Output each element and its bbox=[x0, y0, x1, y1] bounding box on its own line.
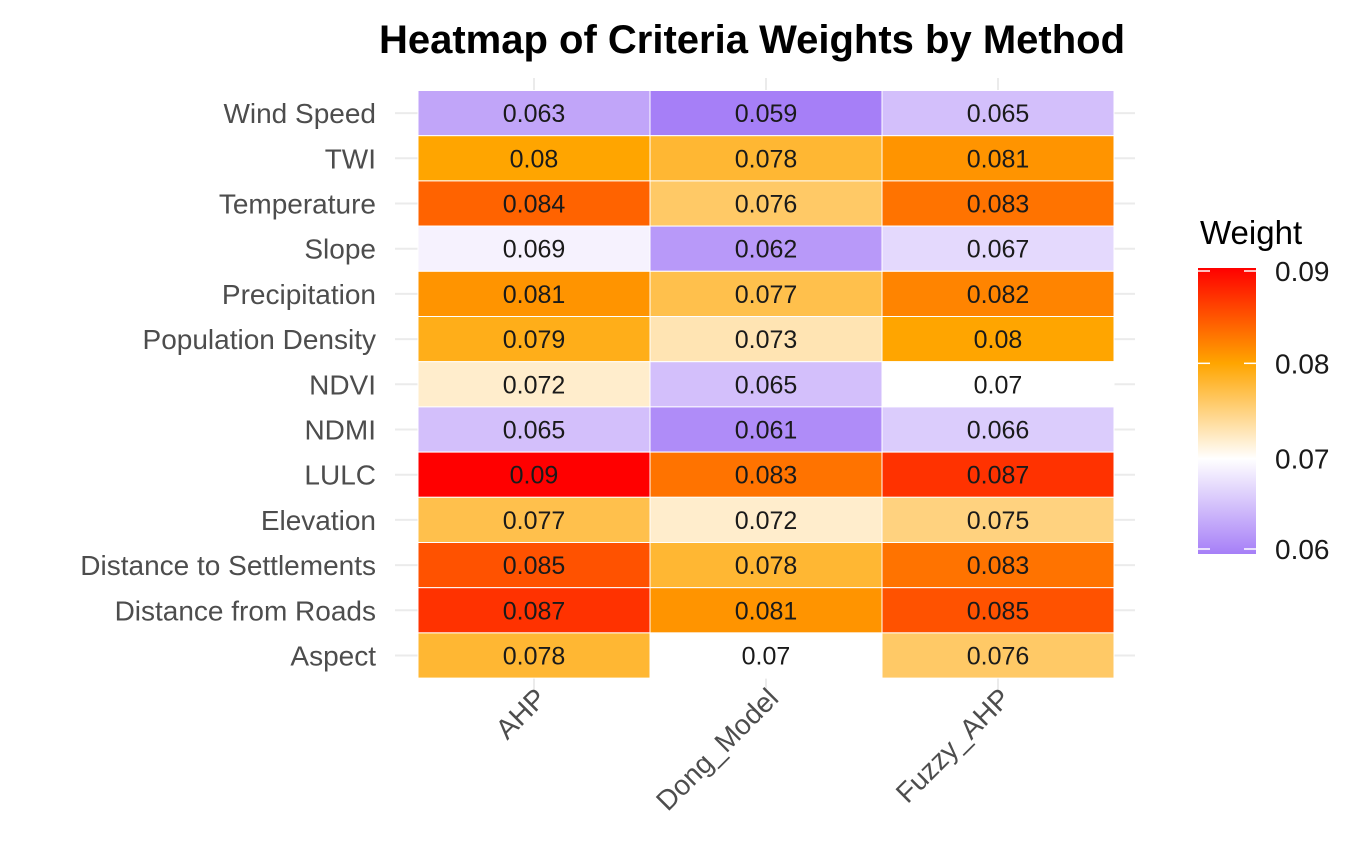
cell-value-label: 0.07 bbox=[974, 371, 1023, 399]
cell-value-label: 0.061 bbox=[735, 417, 798, 445]
chart-title: Heatmap of Criteria Weights by Method bbox=[379, 18, 1125, 62]
cell-value-label: 0.08 bbox=[974, 326, 1023, 354]
y-tick-label: LULC bbox=[304, 460, 376, 491]
heatmap-cell bbox=[649, 361, 883, 408]
cell-value-label: 0.072 bbox=[735, 507, 798, 535]
legend-tick-label: 0.09 bbox=[1275, 256, 1330, 287]
y-axis-labels: Wind Speed TWI Temperature Slope Precipitati… bbox=[80, 98, 376, 671]
cell-value-label: 0.065 bbox=[967, 100, 1030, 128]
y-tick-label: Temperature bbox=[219, 189, 376, 220]
cell-value-label: 0.078 bbox=[735, 552, 798, 580]
cell-value-label: 0.09 bbox=[510, 462, 559, 490]
heatmap-cell bbox=[417, 361, 651, 408]
heatmap-cell bbox=[417, 496, 651, 543]
heatmap-cell bbox=[649, 316, 883, 363]
cell-value-label: 0.065 bbox=[503, 417, 566, 445]
legend-tick-label: 0.07 bbox=[1275, 444, 1330, 475]
y-tick-label: Wind Speed bbox=[223, 98, 376, 129]
cell-value-label: 0.083 bbox=[967, 552, 1030, 580]
cell-value-label: 0.073 bbox=[735, 326, 798, 354]
heatmap-cell bbox=[649, 270, 883, 317]
cell-value-label: 0.072 bbox=[503, 371, 566, 399]
heatmap-cell bbox=[881, 632, 1115, 679]
heatmap-cell bbox=[881, 225, 1115, 272]
cell-value-label: 0.076 bbox=[967, 643, 1030, 671]
cell-value-label: 0.081 bbox=[503, 281, 566, 309]
cell-value-label: 0.085 bbox=[967, 597, 1030, 625]
y-tick-label: NDMI bbox=[304, 415, 376, 446]
legend-tick-label: 0.08 bbox=[1275, 348, 1330, 379]
heatmap-cell bbox=[649, 632, 883, 679]
heatmap-cell bbox=[649, 587, 883, 634]
cell-value-label: 0.07 bbox=[742, 643, 791, 671]
cell-value-label: 0.08 bbox=[510, 145, 559, 173]
cell-value-label: 0.087 bbox=[503, 597, 566, 625]
legend-title: Weight bbox=[1200, 214, 1302, 251]
cell-value-label: 0.075 bbox=[967, 507, 1030, 535]
heatmap-cell bbox=[881, 180, 1115, 227]
cell-value-label: 0.077 bbox=[735, 281, 798, 309]
cell-value-label: 0.078 bbox=[503, 643, 566, 671]
cell-value-label: 0.085 bbox=[503, 552, 566, 580]
cell-value-label: 0.083 bbox=[967, 191, 1030, 219]
cell-value-label: 0.084 bbox=[503, 191, 566, 219]
heatmap-cell bbox=[881, 270, 1115, 317]
cell-value-label: 0.062 bbox=[735, 236, 798, 264]
y-tick-label: Distance from Roads bbox=[115, 595, 376, 626]
heatmap-cell bbox=[649, 225, 883, 272]
cell-value-label: 0.059 bbox=[735, 100, 798, 128]
cell-value-label: 0.076 bbox=[735, 191, 798, 219]
legend-colorbar bbox=[1198, 268, 1256, 554]
heatmap-cell bbox=[881, 316, 1115, 363]
heatmap-cell bbox=[417, 180, 651, 227]
x-tick-label: Fuzzy_AHP bbox=[890, 682, 1016, 808]
cell-value-label: 0.083 bbox=[735, 462, 798, 490]
heatmap-cell bbox=[881, 135, 1115, 182]
cell-value-label: 0.065 bbox=[735, 371, 798, 399]
heatmap-cell bbox=[649, 135, 883, 182]
x-tick-label: AHP bbox=[490, 682, 553, 745]
heatmap-cell bbox=[881, 361, 1115, 408]
heatmap-cell bbox=[417, 270, 651, 317]
heatmap-cell bbox=[881, 406, 1115, 453]
heatmap-cell bbox=[649, 451, 883, 498]
cell-value-label: 0.063 bbox=[503, 100, 566, 128]
legend: Weight 0.09 0.08 0.07 0.06 bbox=[1198, 214, 1330, 565]
y-tick-label: Distance to Settlements bbox=[80, 550, 376, 581]
heatmap-cell bbox=[649, 542, 883, 589]
cell-value-label: 0.079 bbox=[503, 326, 566, 354]
heatmap-cell bbox=[881, 587, 1115, 634]
cell-value-label: 0.082 bbox=[967, 281, 1030, 309]
y-tick-label: Aspect bbox=[290, 641, 376, 672]
heatmap-cells: 0.063 0.059 0.065 0.08 0.078 0.081 0.084 0.076 0… bbox=[417, 90, 1115, 679]
y-tick-label: Population Density bbox=[143, 324, 376, 355]
cell-value-label: 0.081 bbox=[735, 597, 798, 625]
heatmap-cell bbox=[881, 542, 1115, 589]
heatmap-cell bbox=[881, 451, 1115, 498]
legend-tick-label: 0.06 bbox=[1275, 534, 1330, 565]
heatmap-cell bbox=[417, 225, 651, 272]
y-tick-label: NDVI bbox=[309, 369, 376, 400]
cell-value-label: 0.077 bbox=[503, 507, 566, 535]
y-tick-label: Elevation bbox=[261, 505, 376, 536]
y-tick-label: TWI bbox=[325, 143, 376, 174]
x-tick-label: Dong_Model bbox=[650, 682, 784, 816]
heatmap-cell bbox=[417, 135, 651, 182]
heatmap-cell bbox=[417, 406, 651, 453]
cell-value-label: 0.066 bbox=[967, 417, 1030, 445]
cell-value-label: 0.087 bbox=[967, 462, 1030, 490]
heatmap-cell bbox=[417, 316, 651, 363]
cell-value-label: 0.081 bbox=[967, 145, 1030, 173]
cell-value-label: 0.078 bbox=[735, 145, 798, 173]
y-tick-label: Slope bbox=[304, 234, 376, 265]
x-axis-labels: AHP Dong_Model Fuzzy_AHP bbox=[490, 682, 1017, 816]
cell-value-label: 0.067 bbox=[967, 236, 1030, 264]
y-tick-label: Precipitation bbox=[222, 279, 376, 310]
heatmap-cell bbox=[649, 406, 883, 453]
cell-value-label: 0.069 bbox=[503, 236, 566, 264]
